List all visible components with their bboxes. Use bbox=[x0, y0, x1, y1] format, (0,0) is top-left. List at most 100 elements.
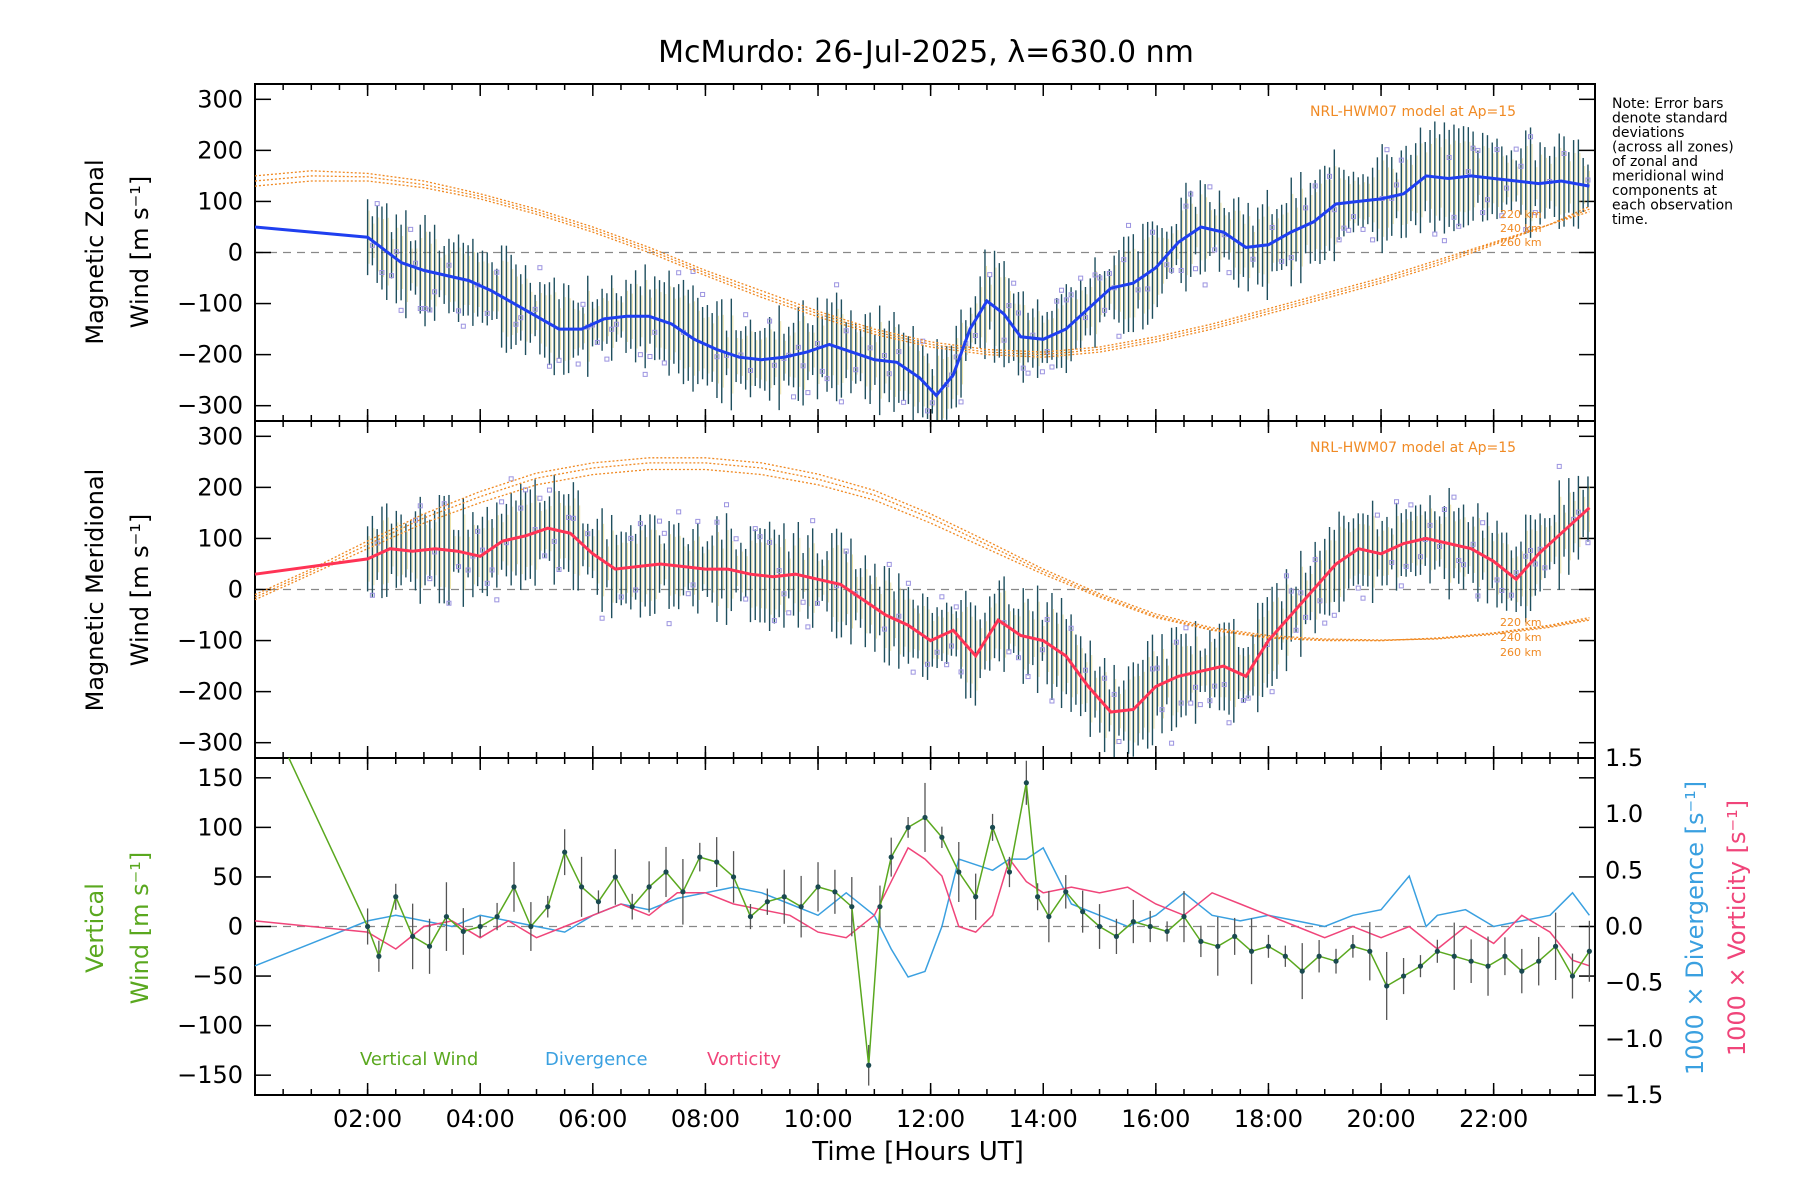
y-tick-label: −50 bbox=[192, 962, 243, 990]
vertical-wind-point bbox=[1333, 958, 1339, 964]
sample-marker bbox=[1102, 307, 1108, 313]
sample-marker bbox=[1331, 207, 1337, 213]
vertical-wind-point bbox=[989, 824, 996, 830]
sample-marker bbox=[934, 649, 940, 655]
zonal-wind-line bbox=[254, 174, 1590, 398]
sample-marker bbox=[609, 326, 615, 332]
y-tick-label: 0 bbox=[228, 239, 243, 267]
hwm07-model-line bbox=[254, 468, 1590, 642]
sample-marker bbox=[1145, 286, 1151, 292]
sample-marker bbox=[412, 260, 418, 266]
meridional-wind-line bbox=[254, 506, 1591, 714]
sample-marker bbox=[618, 594, 624, 600]
y-tick-label: 300 bbox=[197, 85, 243, 113]
sample-marker bbox=[1336, 237, 1342, 243]
sample-marker bbox=[987, 272, 993, 278]
vertical-wind-point bbox=[1586, 948, 1592, 954]
vertical-wind-point bbox=[1198, 938, 1204, 944]
sample-marker bbox=[767, 539, 773, 545]
vertical-wind-point bbox=[1265, 943, 1272, 949]
vertical-ylabel-line2: Wind [m s⁻¹] bbox=[126, 852, 154, 1004]
sample-marker bbox=[1394, 499, 1400, 505]
x-tick-label: 22:00 bbox=[1459, 1105, 1528, 1133]
note-line: deviations bbox=[1612, 125, 1684, 141]
sample-marker bbox=[456, 564, 462, 570]
sample-marker bbox=[657, 518, 663, 524]
vertical-wind-point bbox=[1023, 780, 1029, 786]
sample-marker bbox=[1025, 370, 1031, 376]
sample-marker bbox=[1197, 702, 1203, 708]
sample-marker bbox=[901, 399, 907, 405]
sample-marker bbox=[642, 371, 648, 377]
vertical-wind-point bbox=[714, 859, 720, 865]
sample-marker bbox=[633, 587, 639, 593]
sample-marker bbox=[1303, 614, 1309, 620]
vertical-wind-point bbox=[1400, 973, 1407, 979]
sample-marker bbox=[637, 521, 643, 527]
sample-marker bbox=[972, 333, 978, 339]
note-line: (across all zones) bbox=[1612, 140, 1734, 156]
sample-marker bbox=[1288, 255, 1294, 261]
sample-marker bbox=[771, 362, 777, 368]
sample-marker bbox=[1092, 272, 1098, 278]
sample-marker bbox=[1164, 262, 1170, 268]
sample-marker bbox=[1360, 595, 1366, 601]
sample-marker bbox=[417, 503, 423, 509]
sample-marker bbox=[652, 329, 658, 335]
sample-marker bbox=[542, 553, 548, 559]
meridional-panel: −300 −200 −100 0 100 200 300 bbox=[177, 421, 1595, 758]
vertical-wind-point bbox=[443, 913, 450, 920]
sample-marker bbox=[1135, 287, 1141, 293]
vertical-wind-point bbox=[1035, 894, 1041, 900]
sample-marker bbox=[1240, 698, 1246, 704]
sample-marker bbox=[1068, 625, 1074, 631]
sample-marker bbox=[695, 518, 701, 524]
sample-marker bbox=[1283, 573, 1289, 579]
sample-marker bbox=[1441, 238, 1447, 244]
hwm07-model-line bbox=[254, 457, 1590, 641]
sample-marker bbox=[456, 308, 462, 314]
vertical-wind-point bbox=[922, 814, 928, 821]
sample-marker bbox=[819, 368, 825, 374]
vertical-wind-point bbox=[460, 928, 466, 935]
sample-marker bbox=[1082, 667, 1088, 673]
sample-marker bbox=[1403, 563, 1409, 569]
sample-marker bbox=[800, 599, 806, 605]
sample-marker bbox=[494, 269, 500, 275]
vertical-wind-point bbox=[1080, 909, 1086, 915]
y2-tick-label: −1.5 bbox=[1605, 1081, 1663, 1109]
sample-marker bbox=[791, 394, 797, 400]
sample-marker bbox=[546, 487, 552, 493]
sample-marker bbox=[810, 518, 816, 524]
sample-marker bbox=[905, 580, 911, 586]
sample-marker bbox=[944, 662, 950, 668]
sample-marker bbox=[1475, 593, 1481, 599]
meridional-alt-label-240: 240 km bbox=[1500, 631, 1542, 644]
y-tick-label: 0 bbox=[228, 576, 243, 604]
meridional-alt-label-260: 260 km bbox=[1500, 646, 1542, 659]
sample-marker bbox=[1499, 213, 1505, 219]
vertical-wind-point bbox=[747, 913, 754, 920]
vertical-wind-point bbox=[1046, 913, 1052, 920]
vertical-wind-point bbox=[815, 884, 821, 890]
sample-marker bbox=[546, 363, 552, 369]
sample-marker bbox=[446, 600, 452, 606]
sample-marker bbox=[1298, 590, 1304, 596]
y2-tick-label: 0.5 bbox=[1605, 856, 1643, 884]
vertical-wind-point bbox=[1006, 869, 1013, 875]
vertical-wind-point bbox=[663, 869, 669, 875]
sample-marker bbox=[1121, 257, 1127, 263]
sample-marker bbox=[1226, 270, 1232, 276]
sample-marker bbox=[843, 328, 849, 334]
vertical-wind-point bbox=[1502, 953, 1508, 959]
sample-marker bbox=[1221, 682, 1227, 688]
sample-marker bbox=[1303, 205, 1309, 211]
sample-marker bbox=[824, 376, 830, 382]
sample-marker bbox=[1374, 512, 1380, 518]
y2-tick-label: −0.5 bbox=[1605, 969, 1663, 997]
sample-marker bbox=[733, 536, 739, 542]
sample-marker bbox=[776, 568, 782, 574]
sample-marker bbox=[1456, 557, 1462, 563]
sample-marker bbox=[422, 306, 428, 312]
